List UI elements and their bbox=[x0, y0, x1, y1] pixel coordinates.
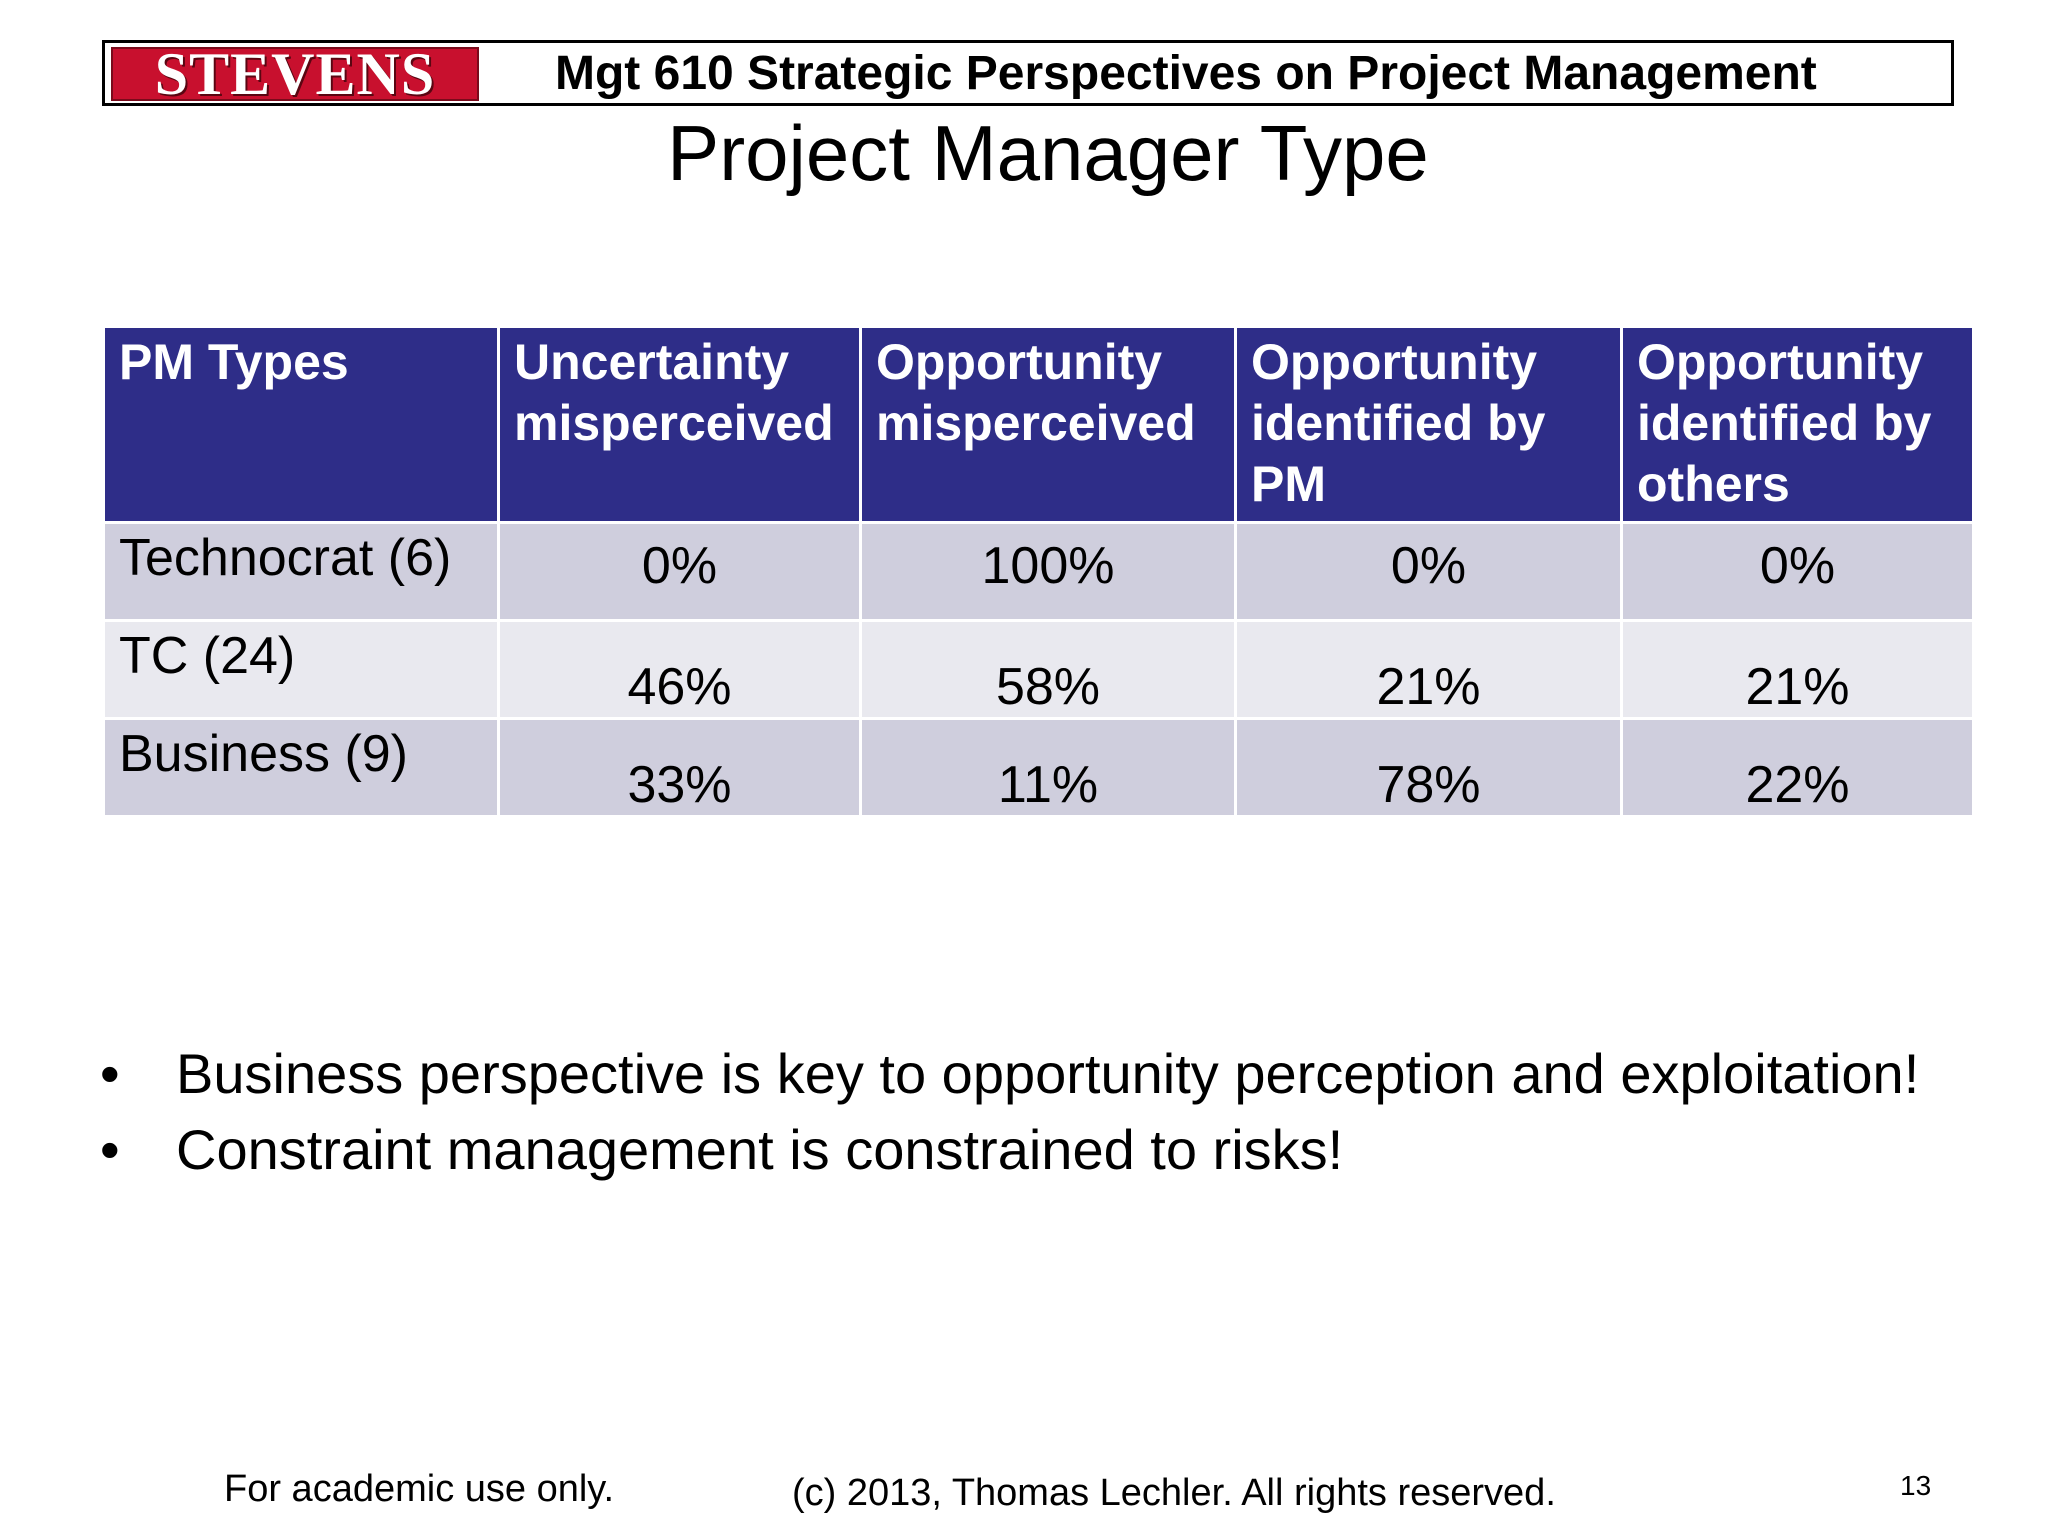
table-cell: 78% bbox=[1234, 717, 1623, 818]
footer-academic-note: For academic use only. bbox=[224, 1468, 615, 1510]
header-uncertainty-misperceived: Uncertainty misperceived bbox=[497, 325, 862, 524]
row-label: Technocrat (6) bbox=[102, 521, 500, 622]
table-cell: 0% bbox=[1620, 521, 1975, 622]
bullet-marker: • bbox=[100, 1042, 120, 1105]
slide-title: Project Manager Type bbox=[667, 109, 1429, 197]
table-row: Business (9) 33% 11% 78% 22% bbox=[102, 717, 1975, 818]
course-header: STEVENS Mgt 610 Strategic Perspectives o… bbox=[102, 40, 1954, 106]
header-pm-types: PM Types bbox=[102, 325, 500, 524]
table-cell: 0% bbox=[1234, 521, 1623, 622]
stevens-logo: STEVENS bbox=[111, 41, 479, 107]
bullet-marker: • bbox=[100, 1118, 120, 1181]
header-opportunity-identified-by-pm: Opportunity identified by PM bbox=[1234, 325, 1623, 524]
header-opportunity-misperceived: Opportunity misperceived bbox=[859, 325, 1237, 524]
table-cell: 21% bbox=[1620, 619, 1975, 720]
footer-copyright: (c) 2013, Thomas Lechler. All rights res… bbox=[792, 1472, 1556, 1514]
page-number: 13 bbox=[1900, 1470, 1932, 1501]
table-row: Technocrat (6) 0% 100% 0% 0% bbox=[102, 521, 1975, 622]
table-cell: 100% bbox=[859, 521, 1237, 622]
bullet-item: • Business perspective is key to opportu… bbox=[100, 1036, 1919, 1112]
row-label: TC (24) bbox=[102, 619, 500, 720]
table-cell: 58% bbox=[859, 619, 1237, 720]
table-cell: 21% bbox=[1234, 619, 1623, 720]
table-cell: 22% bbox=[1620, 717, 1975, 818]
course-title: Mgt 610 Strategic Perspectives on Projec… bbox=[555, 46, 1817, 100]
table-cell: 33% bbox=[497, 717, 862, 818]
pm-type-table: PM Types Uncertainty misperceived Opport… bbox=[102, 325, 1975, 818]
bullet-list: • Business perspective is key to opportu… bbox=[100, 1036, 1919, 1188]
table-row: TC (24) 46% 58% 21% 21% bbox=[102, 619, 1975, 720]
bullet-text: Constraint management is constrained to … bbox=[176, 1118, 1344, 1181]
logo-text: STEVENS bbox=[154, 41, 436, 107]
table-cell: 46% bbox=[497, 619, 862, 720]
bullet-item: • Constraint management is constrained t… bbox=[100, 1112, 1919, 1188]
header-opportunity-identified-by-others: Opportunity identified by others bbox=[1620, 325, 1975, 524]
table-cell: 0% bbox=[497, 521, 862, 622]
row-label: Business (9) bbox=[102, 717, 500, 818]
table-header-row: PM Types Uncertainty misperceived Opport… bbox=[102, 325, 1975, 524]
table-cell: 11% bbox=[859, 717, 1237, 818]
bullet-text: Business perspective is key to opportuni… bbox=[176, 1042, 1920, 1105]
